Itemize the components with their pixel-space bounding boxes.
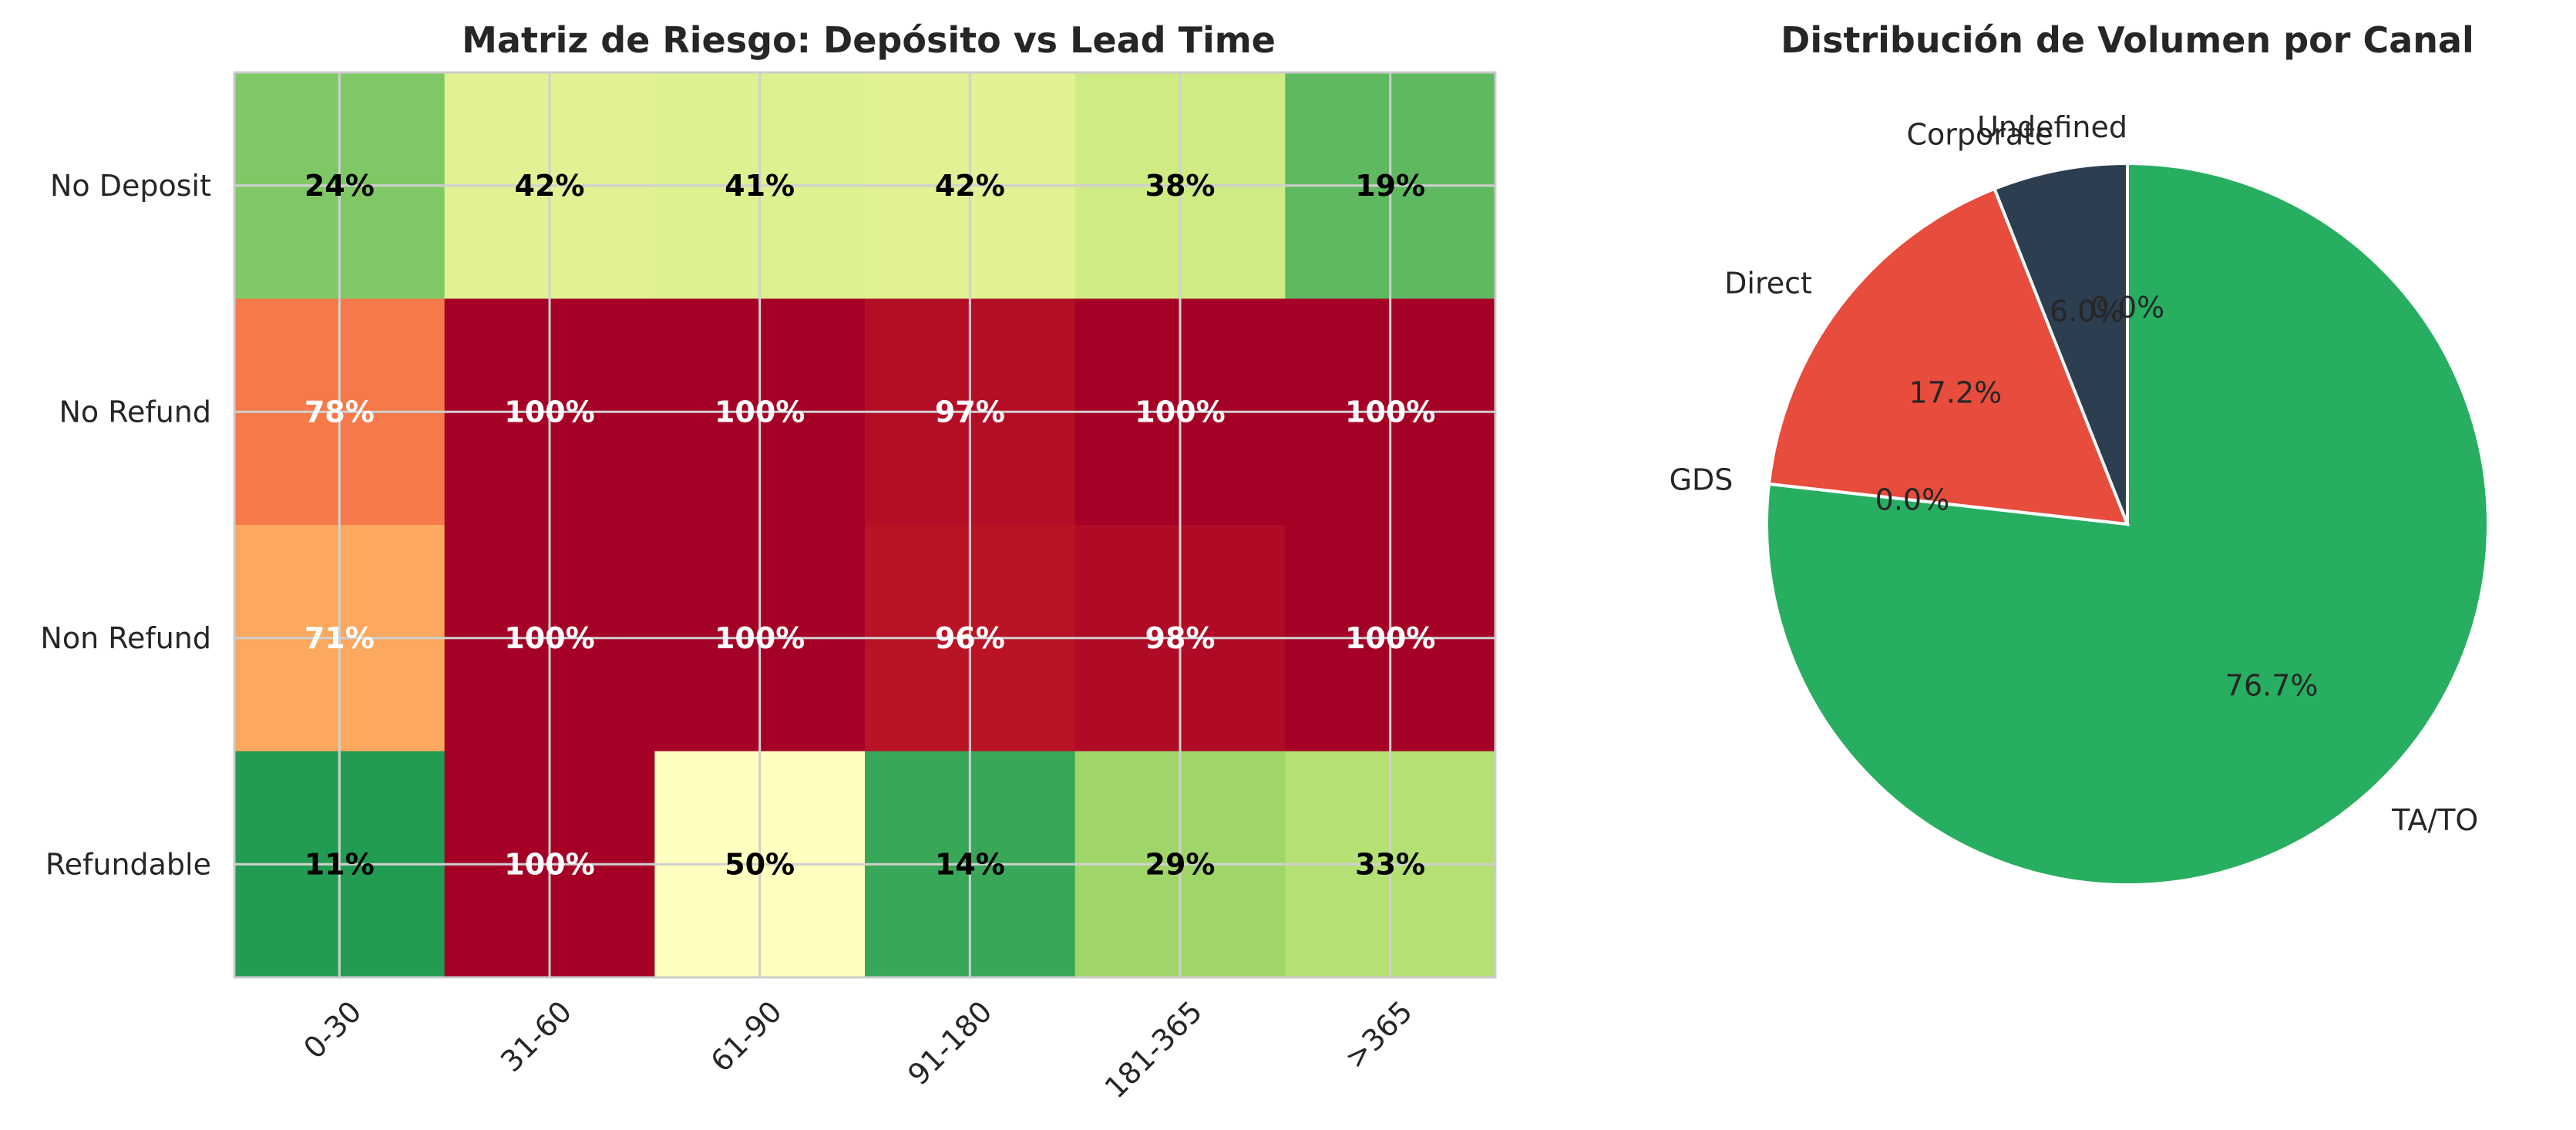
pie-chart: Distribución de Volumen por Canal TA/TO 7… (1670, 19, 2490, 886)
pie-label: TA/TO (2391, 803, 2478, 837)
x-tick-label: 91-180 (901, 994, 998, 1091)
heatmap-frame (233, 71, 1497, 979)
heatmap-cell-label: 100% (504, 395, 594, 429)
heatmap-cell-label: 100% (504, 621, 594, 655)
pie-wedge-corporate (1992, 161, 2129, 525)
heatmap-y-ticks: No Deposit No Refund Non Refund Refundable (40, 169, 211, 882)
pie-wedge-direct (1767, 187, 2130, 526)
heatmap-cell-label: 38% (1145, 169, 1216, 203)
pie-label: Corporate (1906, 117, 2053, 151)
y-tick-label: No Refund (59, 395, 212, 429)
heatmap-cell-label: 96% (935, 621, 1005, 655)
heatmap-cell-label: 42% (515, 169, 585, 203)
pie-title: Distribución de Volumen por Canal (1781, 19, 2474, 61)
heatmap-x-ticks: 0-30 31-60 61-90 91-180 181-365 >365 (297, 994, 1418, 1105)
heatmap-cell-label: 100% (715, 395, 805, 429)
pie-labels: TA/TO 76.7% GDS 0.0% Direct 17.2% Corporate 6.0… (1670, 110, 2479, 837)
heatmap-title: Matriz de Riesgo: Depósito vs Lead Time (462, 19, 1276, 61)
heatmap-cell-label: 100% (504, 847, 594, 881)
heatmap-cell-label: 42% (935, 169, 1005, 203)
heatmap-cells (234, 72, 1496, 978)
x-tick-label: 61-90 (705, 994, 789, 1078)
x-tick-label: 0-30 (297, 994, 368, 1065)
pie-label: Direct (1724, 266, 1812, 300)
pie-percent-label: 6.0% (2050, 294, 2124, 328)
heatmap-chart: Matriz de Riesgo: Depósito vs Lead Time … (40, 19, 1497, 1105)
y-tick-label: No Deposit (50, 169, 211, 203)
pie-label: GDS (1670, 463, 1734, 497)
heatmap-cell-label: 29% (1145, 847, 1216, 881)
x-tick-label: 31-60 (494, 994, 578, 1078)
heatmap-cell-label: 100% (1135, 395, 1225, 429)
pie-percent-label: 0.0% (2090, 291, 2165, 325)
x-tick-label: 181-365 (1098, 994, 1209, 1105)
heatmap-cell-label: 14% (935, 847, 1005, 881)
x-tick-label: >365 (1338, 994, 1419, 1075)
heatmap-cell-label: 97% (935, 395, 1005, 429)
pie-percent-label: 76.7% (2225, 668, 2319, 702)
y-tick-label: Refundable (45, 847, 211, 881)
pie-percent-label: 17.2% (1909, 375, 2003, 409)
y-tick-label: Non Refund (40, 621, 211, 655)
pie-wedge-ta-to (1764, 161, 2490, 886)
heatmap-cell-label: 71% (304, 621, 375, 655)
pie-label: Undefined (1977, 110, 2127, 144)
heatmap-cell-label: 50% (725, 847, 795, 881)
heatmap-cell-label: 100% (1345, 395, 1435, 429)
heatmap-cell-label: 41% (725, 169, 795, 203)
heatmap-cell-label: 24% (304, 169, 375, 203)
pie-percent-label: 0.0% (1875, 483, 1950, 517)
heatmap-cell-label: 19% (1355, 169, 1425, 203)
heatmap-cell-label: 98% (1145, 621, 1216, 655)
heatmap-cell-label: 78% (304, 395, 375, 429)
heatmap-cell-label: 100% (1345, 621, 1435, 655)
heatmap-cell-labels: 24% 42% 41% 42% 38% 19% 78% 100% 100% 97% 100% 100%… (304, 169, 1436, 882)
pie-wedges (1764, 161, 2490, 886)
heatmap-cell-label: 33% (1355, 847, 1425, 881)
heatmap-grid (233, 71, 1497, 979)
heatmap-cell-label: 11% (304, 847, 375, 881)
heatmap-cell-label: 100% (715, 621, 805, 655)
